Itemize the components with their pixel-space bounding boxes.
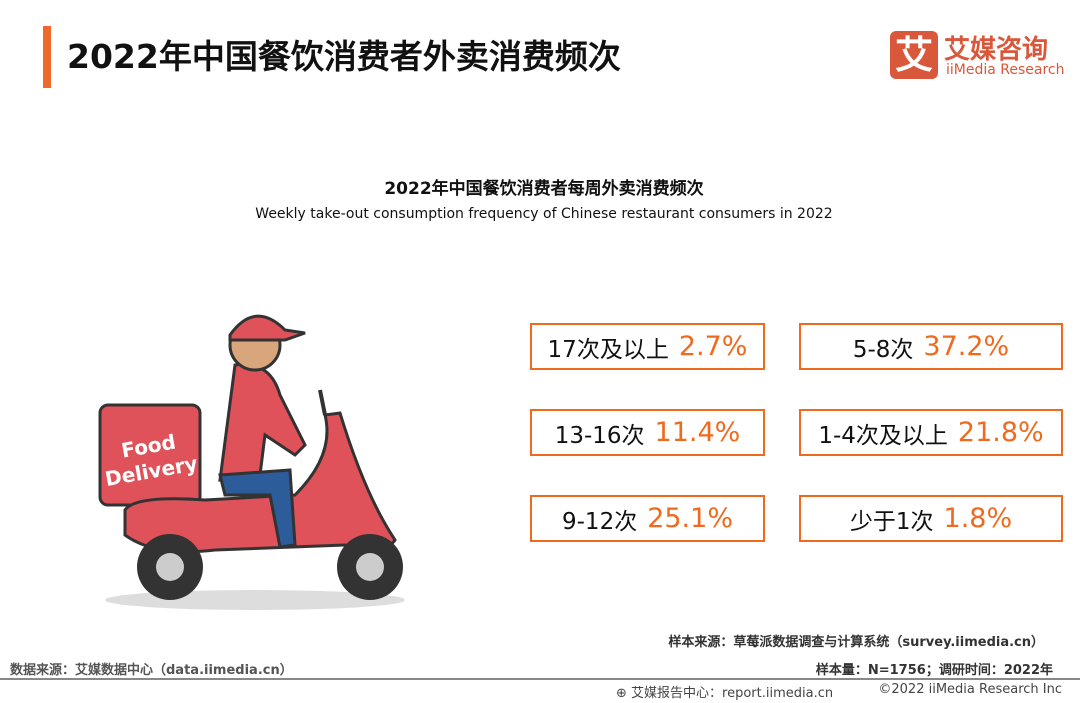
logo-name-en: iiMedia Research (946, 62, 1065, 78)
sample-size: 样本量：N=1756；调研时间：2022年 (815, 663, 1053, 678)
logo-mark: 艾 (890, 31, 938, 79)
frequency-value: 37.2% (923, 331, 1010, 362)
iimedia-logo: 艾 艾媒咨询 iiMedia Research (890, 31, 1065, 81)
page-title: 2022年中国餐饮消费者外卖消费频次 (67, 37, 621, 76)
frequency-value: 1.8% (943, 503, 1013, 534)
frequency-label: 1-4次及以上 (818, 422, 948, 449)
frequency-label: 5-8次 (852, 336, 914, 363)
report-link[interactable]: 艾媒报告中心：report.iimedia.cn (631, 686, 834, 701)
logo-name-cn: 艾媒咨询 (944, 35, 1049, 65)
frequency-label: 9-12次 (562, 508, 638, 535)
frequency-value: 11.4% (654, 417, 741, 448)
frequency-card: 9-12次 25.1% (530, 495, 765, 542)
copyright: ©2022 iiMedia Research Inc (878, 682, 1062, 697)
chart-title-en: Weekly take-out consumption frequency of… (255, 206, 833, 222)
title-accent-bar (43, 26, 51, 88)
frequency-value: 25.1% (647, 503, 733, 534)
frequency-label: 17次及以上 (547, 336, 669, 363)
frequency-card: 5-8次 37.2% (799, 323, 1063, 370)
footer-divider (0, 678, 1080, 680)
report-center: ⊕ 艾媒报告中心：report.iimedia.cn (616, 682, 833, 701)
delivery-scooter-illustration: Food Delivery (98, 314, 405, 610)
frequency-card: 17次及以上 2.7% (530, 323, 765, 370)
frequency-label: 少于1次 (849, 508, 934, 535)
chart-title-cn: 2022年中国餐饮消费者每周外卖消费频次 (384, 179, 704, 199)
sample-source: 样本来源：草莓派数据调查与计算系统（survey.iimedia.cn） (668, 635, 1044, 650)
frequency-label: 13-16次 (554, 422, 645, 449)
frequency-card: 1-4次及以上 21.8% (799, 409, 1063, 456)
data-source: 数据来源：艾媒数据中心（data.iimedia.cn） (10, 663, 293, 678)
frequency-value: 2.7% (678, 331, 748, 362)
frequency-value: 21.8% (957, 417, 1044, 448)
globe-icon: ⊕ (616, 686, 627, 701)
frequency-card: 少于1次 1.8% (799, 495, 1063, 542)
frequency-card: 13-16次 11.4% (530, 409, 765, 456)
